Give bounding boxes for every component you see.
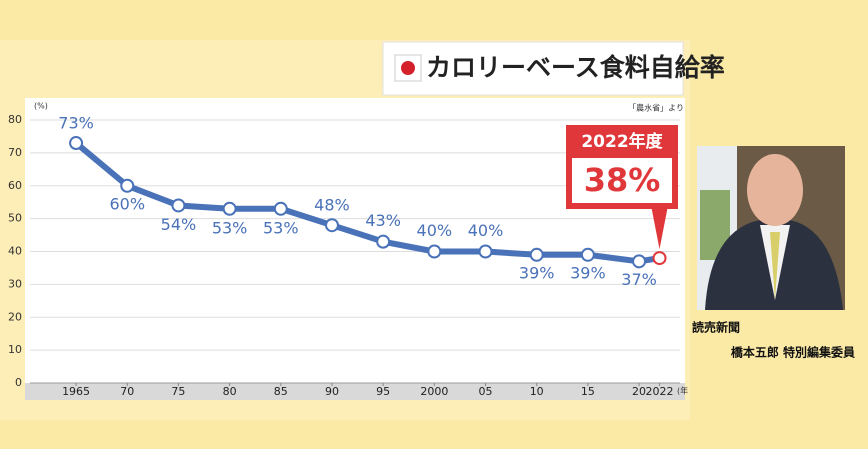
data-label: 37% bbox=[621, 270, 657, 289]
y-tick-label: 50 bbox=[8, 212, 22, 225]
marker bbox=[171, 198, 186, 213]
x-tick-label: 2000 bbox=[420, 385, 448, 398]
x-tick-label: 85 bbox=[274, 385, 288, 398]
data-label: 40% bbox=[417, 221, 453, 240]
callout-pointer bbox=[651, 208, 668, 250]
y-tick-label: 20 bbox=[8, 310, 22, 323]
marker bbox=[376, 234, 391, 249]
source: 「農水省」より bbox=[628, 103, 684, 113]
data-label: 73% bbox=[58, 114, 94, 133]
y-tick-label: 10 bbox=[8, 343, 22, 356]
data-label: 43% bbox=[365, 211, 401, 230]
x-axis-band bbox=[25, 383, 685, 400]
marker bbox=[273, 201, 288, 216]
data-label: 53% bbox=[263, 218, 299, 237]
x-tick-label: 05 bbox=[479, 385, 493, 398]
tie bbox=[770, 232, 780, 300]
data-label: 40% bbox=[468, 221, 504, 240]
x-unit: (年 bbox=[677, 386, 688, 396]
callout-inner bbox=[572, 158, 672, 203]
y-tick-label: 70 bbox=[8, 146, 22, 159]
marker bbox=[652, 251, 667, 266]
marker bbox=[427, 244, 442, 259]
face bbox=[747, 154, 803, 226]
marker bbox=[222, 201, 237, 216]
marker bbox=[69, 136, 84, 151]
x-tick-label: 10 bbox=[530, 385, 544, 398]
callout-title: 2022年度 bbox=[581, 131, 663, 152]
y-unit: (%) bbox=[34, 102, 48, 111]
x-tick-label: 90 bbox=[325, 385, 339, 398]
flag-disc bbox=[401, 61, 415, 75]
x-tick-label: 20 bbox=[632, 385, 646, 398]
marker bbox=[529, 247, 544, 262]
x-tick-label: 15 bbox=[581, 385, 595, 398]
data-label: 60% bbox=[109, 194, 145, 213]
x-tick-label: 95 bbox=[376, 385, 390, 398]
marker bbox=[324, 218, 339, 233]
x-tick-label: 75 bbox=[171, 385, 185, 398]
x-tick-label: 80 bbox=[223, 385, 237, 398]
callout-value: 38% bbox=[584, 161, 661, 199]
caption-outlet: 読売新聞 bbox=[692, 320, 740, 335]
title: カロリーベース食料自給率 bbox=[426, 53, 725, 82]
y-tick-label: 30 bbox=[8, 277, 22, 290]
caption-person: 橋本五郎 特別編集委員 bbox=[731, 345, 855, 360]
y-tick-label: 60 bbox=[8, 179, 22, 192]
data-label: 39% bbox=[570, 263, 606, 282]
data-label: 48% bbox=[314, 196, 350, 215]
marker bbox=[120, 178, 135, 193]
data-label: 53% bbox=[212, 218, 248, 237]
x-tick-label: 1965 bbox=[62, 385, 90, 398]
x-tick-label: 2022 bbox=[646, 385, 674, 398]
marker bbox=[632, 254, 647, 269]
title-box bbox=[382, 41, 684, 96]
y-tick-label: 40 bbox=[8, 245, 22, 258]
data-label: 54% bbox=[161, 215, 197, 234]
y-tick-label: 0 bbox=[15, 376, 22, 389]
data-label: 39% bbox=[519, 263, 555, 282]
marker bbox=[478, 244, 493, 259]
marker bbox=[580, 247, 595, 262]
y-tick-label: 80 bbox=[8, 113, 22, 126]
x-tick-label: 70 bbox=[120, 385, 134, 398]
